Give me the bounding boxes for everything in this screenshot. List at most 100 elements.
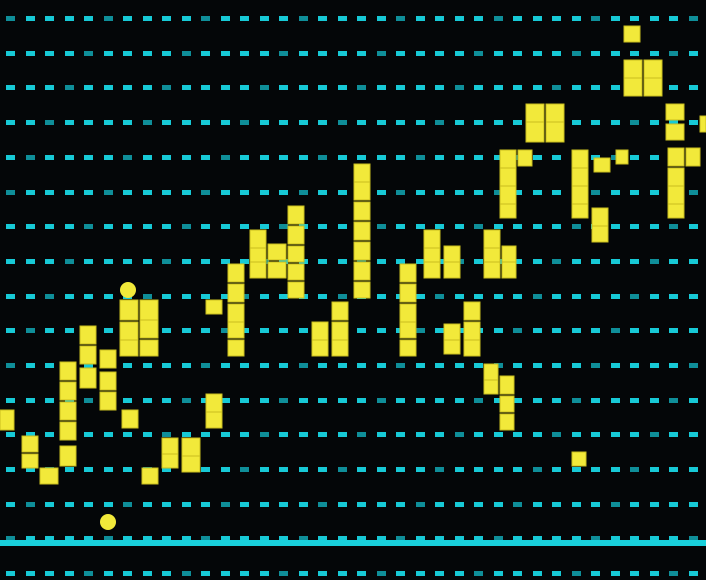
grid-dot: [650, 155, 659, 160]
grid-dot: [513, 502, 522, 507]
grid-dot: [104, 16, 113, 21]
yellow-block: [99, 371, 117, 391]
grid-dot: [611, 502, 620, 507]
grid-dot: [279, 224, 288, 229]
grid-dot: [201, 51, 210, 56]
grid-dot: [240, 259, 249, 264]
yellow-block: [443, 245, 461, 263]
grid-dot: [84, 571, 93, 576]
yellow-block: [571, 149, 589, 169]
grid-dot: [591, 363, 600, 368]
yellow-block: [643, 59, 663, 81]
grid-dot: [260, 467, 269, 472]
grid-dot: [689, 502, 698, 507]
yellow-block: [353, 261, 371, 281]
grid-dot: [45, 259, 54, 264]
grid-dot: [630, 190, 639, 195]
grid-dot: [279, 120, 288, 125]
yellow-block: [667, 203, 685, 219]
grid-dot: [630, 328, 639, 333]
grid-dot: [201, 120, 210, 125]
grid-dot: [162, 432, 171, 437]
grid-dot: [669, 259, 678, 264]
grid-dot: [45, 120, 54, 125]
grid-dot: [416, 120, 425, 125]
grid-dot: [65, 224, 74, 229]
grid-dot: [84, 85, 93, 90]
grid-dot: [357, 398, 366, 403]
grid-dot: [552, 328, 561, 333]
grid-dot: [338, 51, 347, 56]
grid-dot: [435, 502, 444, 507]
grid-dot: [455, 85, 464, 90]
grid-dot: [650, 224, 659, 229]
grid-dot: [338, 16, 347, 21]
yellow-block: [463, 301, 481, 321]
cyan-baseline: [0, 540, 706, 546]
grid-dot: [318, 155, 327, 160]
grid-dot: [318, 190, 327, 195]
grid-dot: [162, 294, 171, 299]
grid-dot: [123, 190, 132, 195]
yellow-block: [0, 409, 15, 431]
yellow-block: [205, 299, 223, 315]
grid-dot: [6, 398, 15, 403]
grid-dot: [221, 190, 230, 195]
grid-dot: [455, 398, 464, 403]
grid-dot: [474, 432, 483, 437]
grid-dot: [552, 85, 561, 90]
yellow-block: [59, 381, 77, 401]
grid-dot: [552, 155, 561, 160]
grid-dot: [221, 224, 230, 229]
grid-dot: [650, 294, 659, 299]
yellow-block: [623, 59, 643, 81]
yellow-block: [593, 157, 611, 173]
grid-dot: [377, 536, 386, 541]
yellow-block: [483, 261, 501, 279]
grid-dot: [123, 51, 132, 56]
grid-dot: [123, 398, 132, 403]
grid-dot: [260, 571, 269, 576]
grid-dot: [221, 363, 230, 368]
grid-dot: [84, 398, 93, 403]
yellow-block: [483, 363, 499, 383]
grid-dot: [84, 16, 93, 21]
grid-dot: [201, 16, 210, 21]
grid-dot: [299, 363, 308, 368]
grid-dot: [552, 363, 561, 368]
grid-dot: [201, 432, 210, 437]
grid-dot: [689, 259, 698, 264]
grid-dot: [279, 502, 288, 507]
grid-dot: [572, 85, 581, 90]
grid-dot: [104, 120, 113, 125]
grid-dot: [474, 536, 483, 541]
grid-dot: [572, 502, 581, 507]
yellow-block: [99, 391, 117, 411]
grid-dot: [533, 190, 542, 195]
grid-dot: [221, 155, 230, 160]
grid-dot: [416, 16, 425, 21]
grid-dot: [65, 155, 74, 160]
grid-dot: [572, 120, 581, 125]
grid-dot: [455, 363, 464, 368]
grid-dot: [221, 85, 230, 90]
grid-dot: [104, 432, 113, 437]
grid-dot: [279, 432, 288, 437]
grid-dot: [6, 432, 15, 437]
yellow-block: [399, 339, 417, 357]
yellow-block: [525, 121, 545, 143]
grid-dot: [6, 328, 15, 333]
grid-dot: [318, 398, 327, 403]
yellow-block: [399, 321, 417, 339]
grid-dot: [689, 120, 698, 125]
yellow-block: [39, 467, 59, 485]
grid-dot: [435, 51, 444, 56]
yellow-block: [161, 453, 179, 469]
grid-dot: [611, 536, 620, 541]
grid-dot: [650, 363, 659, 368]
grid-dot: [162, 120, 171, 125]
yellow-block: [591, 207, 609, 227]
grid-dot: [279, 294, 288, 299]
grid-dot: [6, 571, 15, 576]
